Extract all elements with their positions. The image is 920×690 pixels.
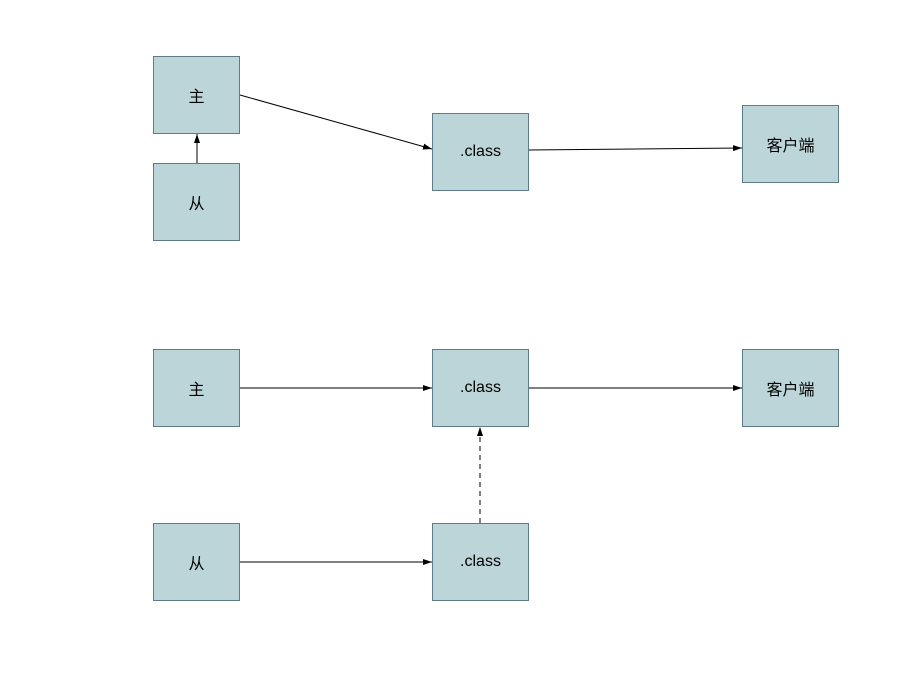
edge-n1-n3 [240, 95, 432, 149]
node-n5: 主 [153, 349, 240, 427]
node-label: 客户端 [766, 376, 814, 400]
node-n8: 从 [153, 523, 240, 601]
node-n2: 从 [153, 163, 240, 241]
node-label: 主 [188, 376, 204, 400]
node-n1: 主 [153, 56, 240, 134]
node-label: .class [460, 379, 501, 397]
node-n7: 客户端 [742, 349, 839, 427]
node-label: 客户端 [766, 132, 814, 156]
node-n9: .class [432, 523, 529, 601]
node-label: .class [460, 143, 501, 161]
node-label: 从 [188, 550, 204, 574]
node-label: .class [460, 553, 501, 571]
edge-n3-n4 [529, 148, 742, 150]
node-n6: .class [432, 349, 529, 427]
node-n4: 客户端 [742, 105, 839, 183]
node-label: 主 [188, 83, 204, 107]
node-label: 从 [188, 190, 204, 214]
node-n3: .class [432, 113, 529, 191]
